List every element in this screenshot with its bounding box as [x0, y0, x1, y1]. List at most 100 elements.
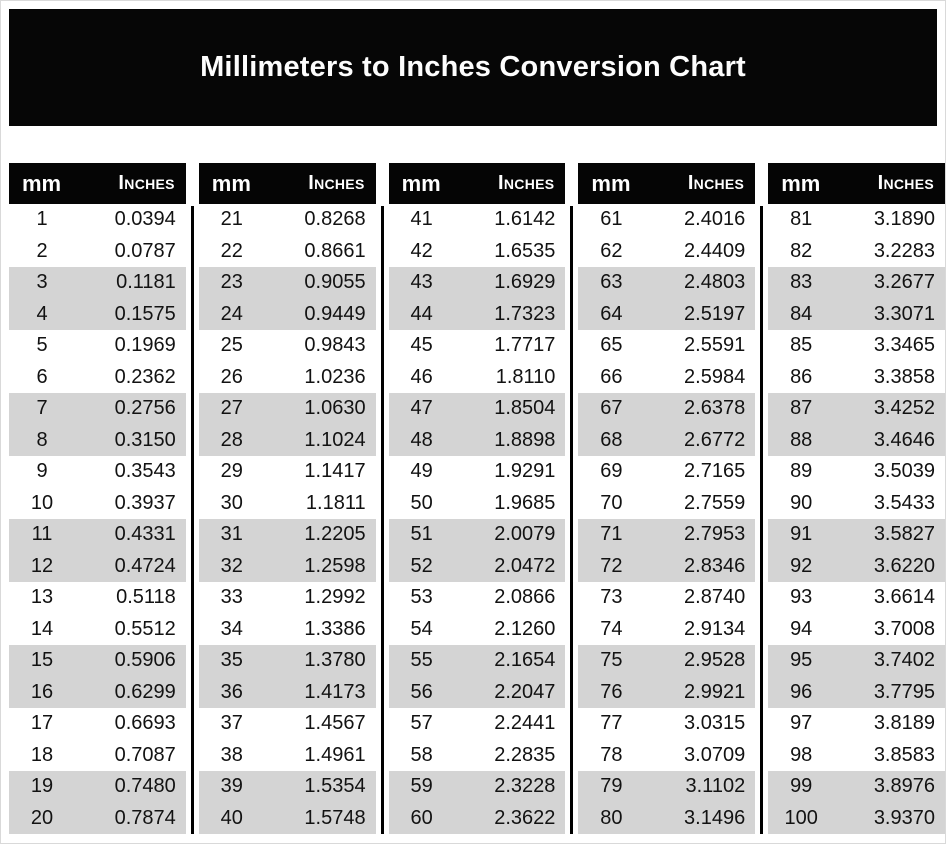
inches-value: 1.7323 [494, 302, 556, 325]
inches-value: 1.9685 [494, 491, 556, 514]
table-row: 17 0.6693 [9, 708, 186, 740]
table-row: 51 2.0079 [388, 519, 566, 551]
inches-value: 2.3228 [494, 775, 556, 798]
inches-value: 2.4803 [684, 271, 746, 294]
mm-value: 13 [30, 586, 54, 609]
table-body: 61 2.4016 62 2.4409 63 2.4803 64 2.5197 65 2.5591… [578, 204, 756, 834]
inches-value: 1.6535 [494, 239, 556, 262]
table-row: 94 3.7008 [768, 614, 945, 646]
table-row: 27 1.0630 [198, 393, 376, 425]
table-row: 59 2.3228 [388, 771, 566, 803]
inches-value: 3.8976 [873, 775, 935, 798]
inches-value: 1.7717 [494, 334, 556, 357]
mm-value: 15 [30, 649, 54, 672]
mm-value: 2 [36, 239, 48, 262]
table-row: 87 3.4252 [768, 393, 945, 425]
table-row: 35 1.3780 [198, 645, 376, 677]
inches-value: 1.5354 [304, 775, 366, 798]
table-row: 84 3.3071 [768, 298, 945, 330]
inches-value: 2.8346 [684, 554, 746, 577]
inches-value: 3.3465 [873, 334, 935, 357]
table-row: 45 1.7717 [389, 330, 566, 362]
mm-value: 39 [220, 775, 243, 798]
mm-value: 56 [410, 680, 433, 703]
mm-value: 72 [600, 554, 623, 577]
table-row: 67 2.6378 [578, 393, 756, 425]
table-row: 47 1.8504 [388, 393, 566, 425]
inches-value: 2.5984 [684, 365, 746, 388]
table-row: 86 3.3858 [768, 362, 945, 394]
mm-value: 83 [790, 271, 813, 294]
inches-value: 3.0315 [684, 712, 746, 735]
mm-value: 41 [410, 208, 433, 231]
mm-value: 51 [410, 523, 433, 546]
inches-value: 1.2598 [304, 554, 366, 577]
table-row: 29 1.1417 [199, 456, 376, 488]
inches-value: 3.5039 [873, 460, 935, 483]
mm-value: 60 [410, 806, 433, 829]
inches-value: 0.0394 [114, 208, 176, 231]
mm-value: 74 [600, 617, 623, 640]
inches-value: 0.3150 [114, 428, 176, 451]
inches-value: 2.2047 [494, 680, 556, 703]
table-row: 98 3.8583 [768, 740, 945, 772]
table-row: 8 0.3150 [9, 424, 186, 456]
inches-value: 3.2677 [873, 271, 935, 294]
inches-value: 1.0630 [304, 397, 366, 420]
table-row: 26 1.0236 [199, 362, 376, 394]
mm-value: 6 [36, 365, 48, 388]
inches-value: 3.0709 [684, 743, 746, 766]
table-row: 65 2.5591 [578, 330, 755, 362]
mm-value: 95 [790, 649, 813, 672]
table-header: mm Inches [578, 163, 756, 204]
inches-value: 1.0236 [304, 365, 366, 388]
mm-value: 86 [790, 365, 813, 388]
mm-column-header: mm [401, 170, 441, 196]
mm-value: 82 [790, 239, 813, 262]
mm-value: 17 [30, 712, 54, 735]
inches-value: 1.8504 [494, 397, 556, 420]
inches-value: 0.1575 [114, 302, 176, 325]
mm-value: 47 [410, 397, 433, 420]
inches-value: 2.2835 [494, 743, 556, 766]
table-row: 7 0.2756 [9, 393, 186, 425]
inches-value: 3.7795 [873, 680, 935, 703]
mm-value: 70 [600, 491, 623, 514]
inches-value: 0.8268 [304, 208, 366, 231]
mm-column-header: mm [211, 170, 251, 196]
mm-value: 54 [410, 617, 433, 640]
inches-value: 3.5827 [873, 523, 935, 546]
mm-value: 91 [790, 523, 813, 546]
inches-value: 1.1024 [304, 428, 366, 451]
table-row: 76 2.9921 [578, 676, 756, 708]
mm-value: 36 [220, 680, 243, 703]
inches-value: 1.3780 [304, 649, 366, 672]
inches-value: 0.0787 [114, 239, 176, 262]
table-row: 75 2.9528 [578, 645, 756, 677]
conversion-table-1: mm Inches 1 0.0394 2 0.0787 3 0.1181 4 0.1575 5 0… [9, 163, 186, 834]
inches-value: 2.4016 [684, 208, 746, 231]
inches-value: 1.6142 [494, 208, 556, 231]
title-band: Millimeters to Inches Conversion Chart [9, 9, 937, 126]
inches-value: 0.9449 [304, 302, 366, 325]
inches-value: 0.4331 [114, 523, 176, 546]
inches-value: 0.8661 [304, 239, 366, 262]
table-body: 21 0.8268 22 0.8661 23 0.9055 24 0.9449 25 0.9843… [198, 204, 376, 834]
table-row: 33 1.2992 [199, 582, 376, 614]
table-row: 4 0.1575 [9, 298, 186, 330]
mm-value: 61 [600, 208, 623, 231]
table-row: 23 0.9055 [198, 267, 376, 299]
mm-value: 25 [220, 334, 243, 357]
mm-value: 22 [220, 239, 243, 262]
inches-value: 0.9055 [304, 271, 366, 294]
mm-value: 8 [36, 428, 48, 451]
table-row: 9 0.3543 [9, 456, 186, 488]
mm-value: 76 [600, 680, 623, 703]
table-row: 93 3.6614 [768, 582, 945, 614]
mm-value: 71 [600, 523, 623, 546]
table-row: 62 2.4409 [578, 236, 755, 268]
mm-value: 43 [410, 271, 433, 294]
table-row: 66 2.5984 [578, 362, 755, 394]
inches-value: 1.5748 [304, 806, 366, 829]
